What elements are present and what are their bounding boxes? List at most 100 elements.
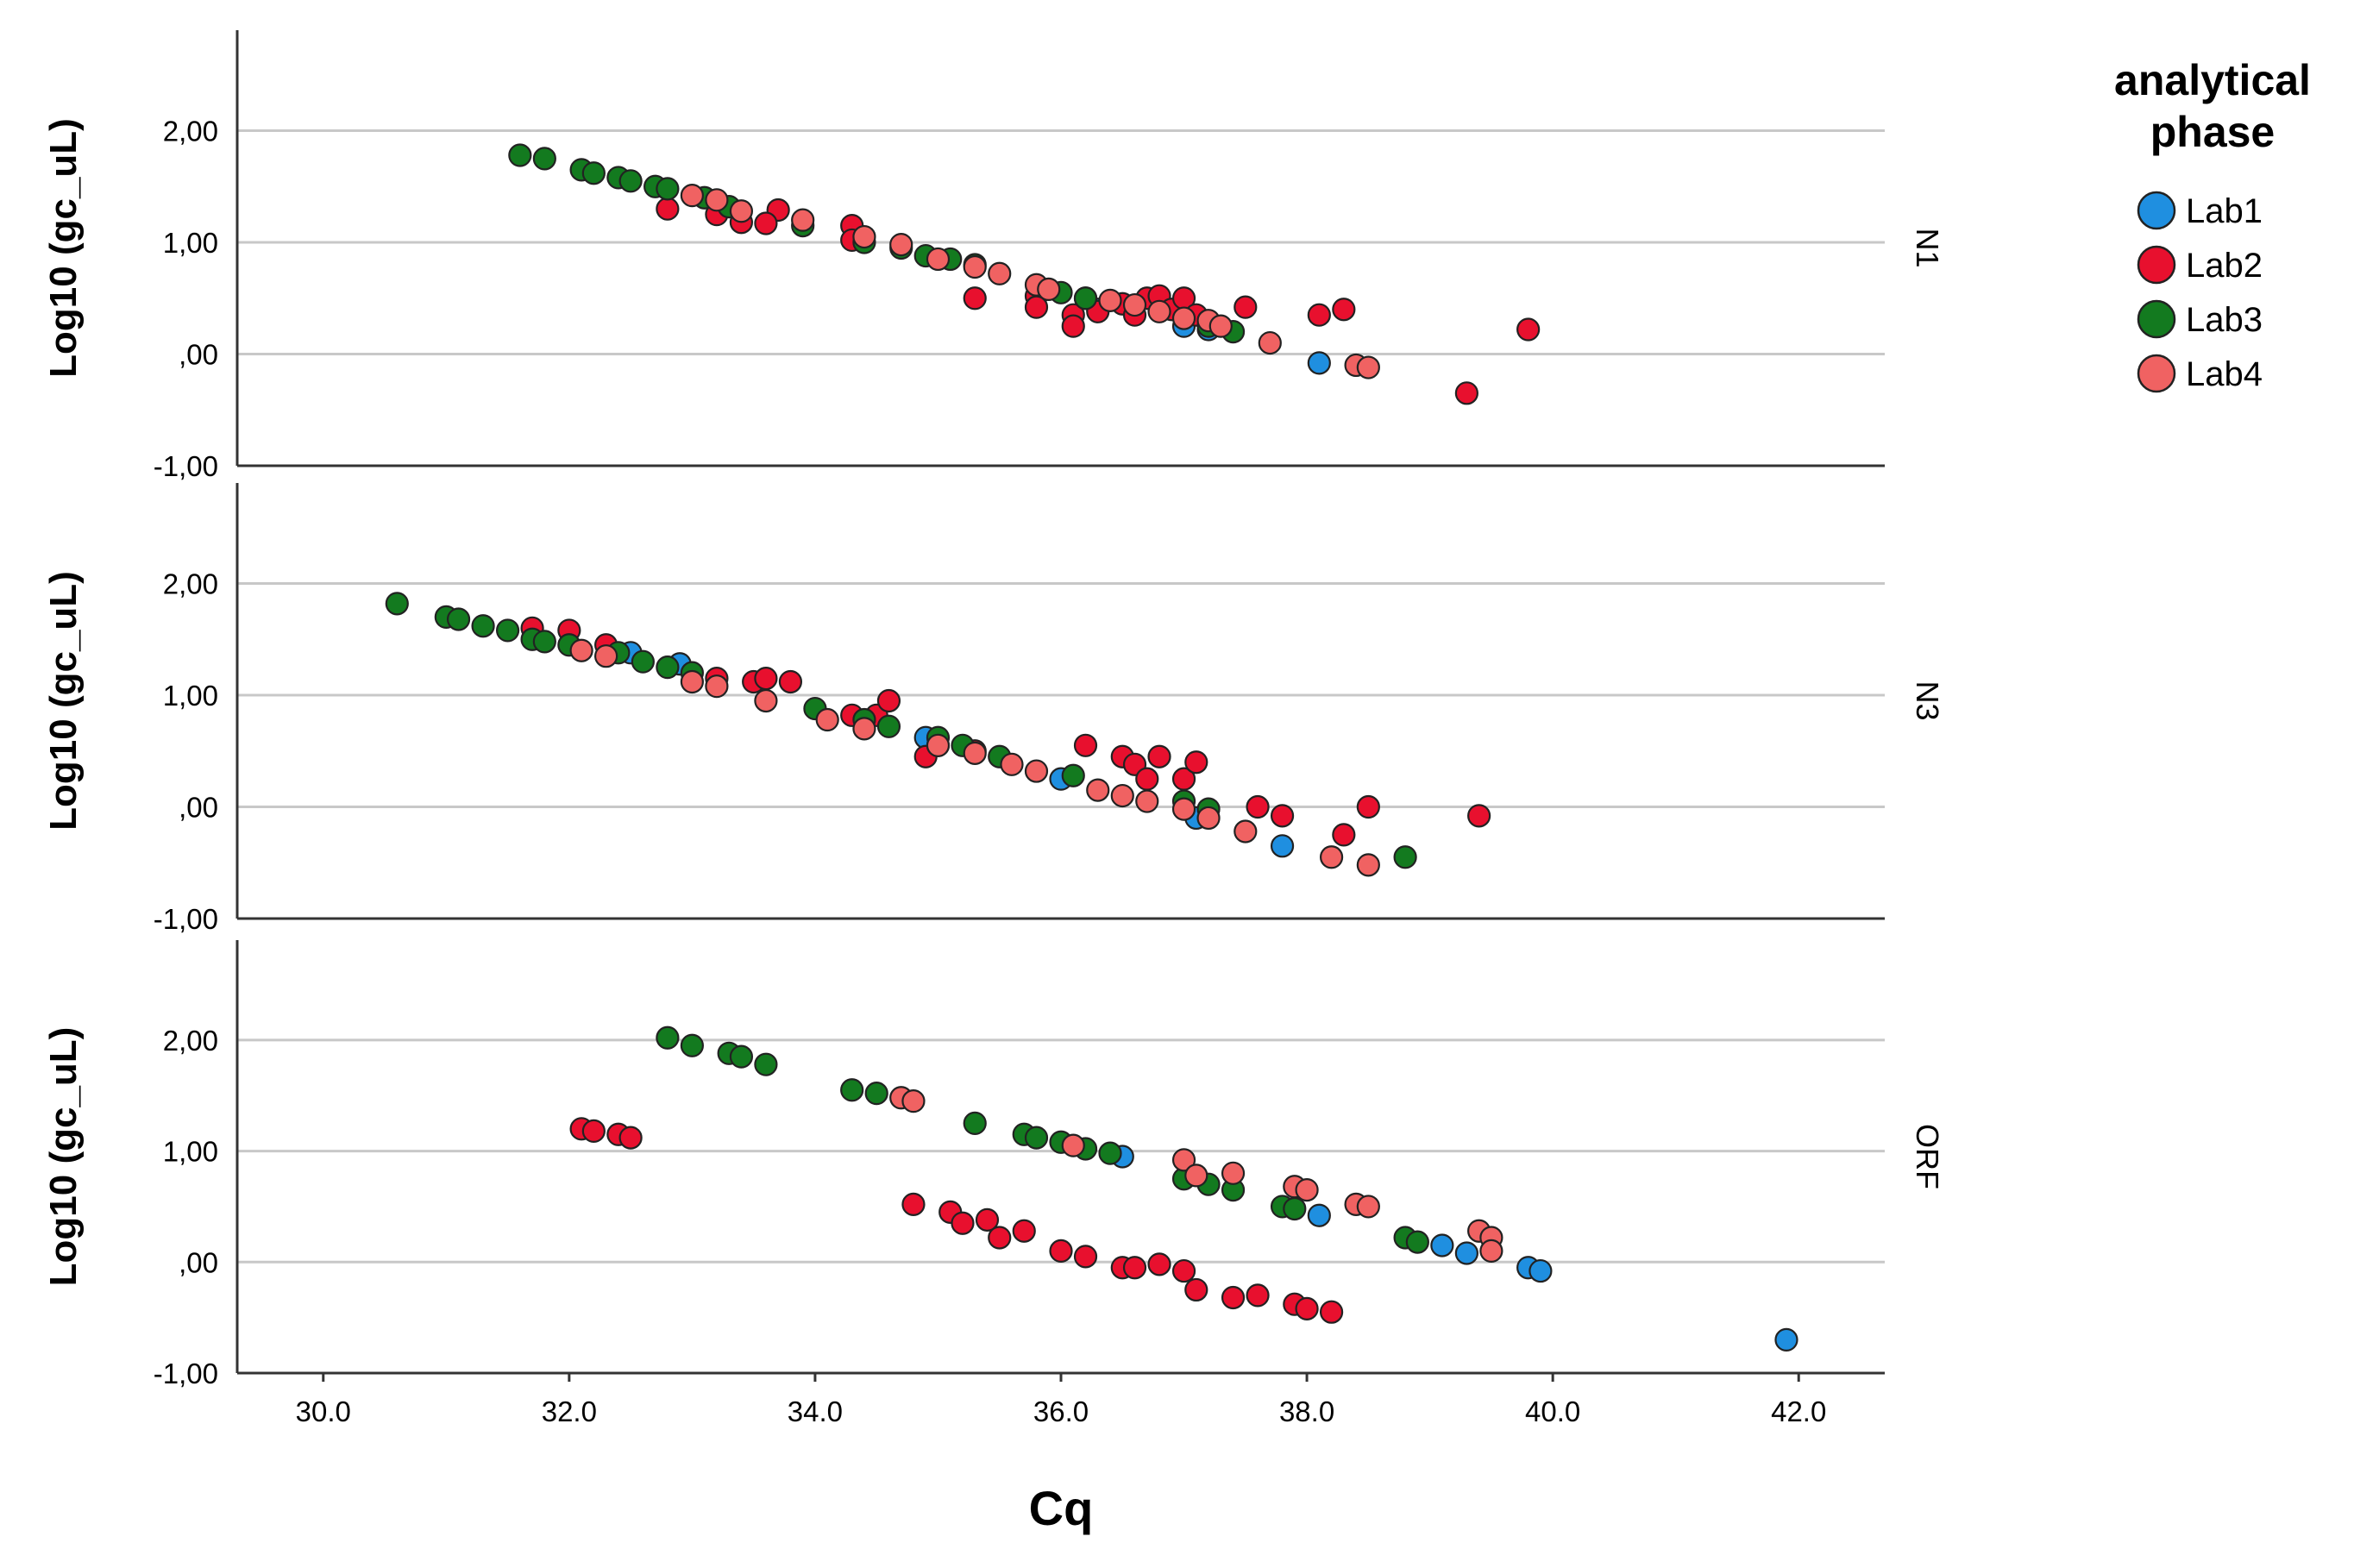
data-point-lab2 xyxy=(1467,804,1491,828)
data-point-lab2 xyxy=(1246,1283,1270,1308)
legend-label: Lab3 xyxy=(2186,301,2263,339)
data-point-lab2 xyxy=(1332,823,1356,847)
data-point-lab3 xyxy=(508,143,532,167)
legend-marker-lab1 xyxy=(2137,191,2176,230)
legend-title: analytical xyxy=(2114,56,2311,104)
data-point-lab1 xyxy=(1307,351,1331,375)
data-point-lab4 xyxy=(1024,759,1049,783)
legend-label: Lab1 xyxy=(2186,192,2263,230)
data-point-lab1 xyxy=(1270,834,1295,858)
data-point-lab3 xyxy=(680,1033,704,1057)
data-point-lab3 xyxy=(471,614,495,638)
y-tick-label: 2,00 xyxy=(163,116,218,147)
data-point-lab3 xyxy=(963,1111,987,1135)
data-point-lab1 xyxy=(1307,1203,1331,1227)
y-tick-label: 2,00 xyxy=(163,1025,218,1057)
legend-marker-lab2 xyxy=(2137,245,2176,285)
data-point-lab2 xyxy=(1073,1245,1098,1269)
data-point-lab3 xyxy=(656,177,680,201)
data-point-lab4 xyxy=(901,1089,926,1113)
data-point-lab3 xyxy=(532,147,556,171)
data-point-lab2 xyxy=(901,1192,926,1216)
data-point-lab4 xyxy=(791,208,815,232)
data-point-lab3 xyxy=(754,1052,778,1076)
data-point-lab2 xyxy=(1012,1219,1036,1243)
legend-label: Lab4 xyxy=(2186,355,2263,393)
data-point-lab2 xyxy=(876,688,901,713)
data-point-lab3 xyxy=(532,630,556,654)
data-point-lab3 xyxy=(581,161,606,185)
data-point-lab4 xyxy=(1037,277,1061,302)
data-point-lab4 xyxy=(1061,1133,1085,1157)
data-point-lab4 xyxy=(1098,288,1122,312)
data-point-lab1 xyxy=(1774,1327,1798,1352)
data-point-lab4 xyxy=(963,741,987,765)
data-point-lab3 xyxy=(1283,1196,1307,1221)
data-point-lab1 xyxy=(1430,1233,1454,1258)
panel-n3: 2,00 1,00 ,00 -1,00 Log10 (gc_uL) N3 xyxy=(42,483,1945,935)
x-tick-label: 38.0 xyxy=(1279,1396,1334,1427)
data-point-lab4 xyxy=(889,233,913,257)
data-point-lab4 xyxy=(1171,1148,1196,1172)
legend-label: Lab2 xyxy=(2186,247,2263,285)
data-point-lab2 xyxy=(754,211,778,235)
x-tick-label: 32.0 xyxy=(542,1396,597,1427)
y-tick-label: 1,00 xyxy=(163,227,218,259)
data-point-lab4 xyxy=(705,188,729,212)
data-point-lab2 xyxy=(1295,1296,1319,1320)
data-point-lab4 xyxy=(754,688,778,713)
data-point-lab2 xyxy=(951,1211,975,1235)
data-point-lab3 xyxy=(864,1082,888,1106)
data-point-lab3 xyxy=(1024,1126,1049,1150)
data-point-lab4 xyxy=(1086,778,1110,802)
data-point-lab2 xyxy=(656,197,680,221)
data-point-lab2 xyxy=(1356,794,1380,819)
y-axis-label: Log10 (gc_uL) xyxy=(42,1027,85,1287)
data-point-lab2 xyxy=(1122,1256,1147,1280)
data-point-lab4 xyxy=(1000,752,1024,776)
data-point-lab3 xyxy=(631,649,655,674)
data-point-lab4 xyxy=(1135,789,1159,813)
data-point-lab2 xyxy=(1233,295,1258,319)
data-point-lab2 xyxy=(1307,303,1331,327)
data-point-lab4 xyxy=(852,224,876,249)
y-tick-label: 2,00 xyxy=(163,568,218,600)
data-point-lab2 xyxy=(1073,733,1098,757)
data-point-lab4 xyxy=(852,717,876,741)
facet-label: N3 xyxy=(1910,681,1945,720)
data-point-lab2 xyxy=(1135,767,1159,791)
data-point-lab1 xyxy=(1454,1241,1478,1265)
data-point-lab2 xyxy=(988,1226,1012,1250)
x-axis-label: Cq xyxy=(1029,1481,1094,1535)
data-point-lab3 xyxy=(1061,763,1085,787)
data-point-lab3 xyxy=(840,1078,864,1102)
y-tick-label: ,00 xyxy=(179,339,218,371)
data-point-lab4 xyxy=(680,184,704,208)
data-point-lab2 xyxy=(1147,744,1171,768)
x-tick-label: 36.0 xyxy=(1033,1396,1089,1427)
y-axis-label: Log10 (gc_uL) xyxy=(42,571,85,831)
x-tick-label: 40.0 xyxy=(1525,1396,1580,1427)
data-point-lab3 xyxy=(385,592,409,616)
x-tick-label: 34.0 xyxy=(788,1396,843,1427)
data-point-lab4 xyxy=(1171,306,1196,330)
data-point-lab4 xyxy=(1196,806,1221,831)
panel-n1: 2,00 1,00 ,00 -1,00 Log10 (gc_uL) N1 xyxy=(42,30,1945,482)
data-point-lab2 xyxy=(778,669,803,694)
x-tick-label: 42.0 xyxy=(1771,1396,1826,1427)
data-point-lab4 xyxy=(594,644,618,668)
y-tick-label: 1,00 xyxy=(163,680,218,712)
data-point-lab4 xyxy=(569,638,593,662)
facet-label: ORF xyxy=(1910,1124,1945,1189)
legend-title: phase xyxy=(2150,108,2276,156)
data-point-lab4 xyxy=(1356,853,1380,877)
data-point-lab4 xyxy=(1356,355,1380,379)
data-point-lab3 xyxy=(729,1044,754,1069)
data-point-lab3 xyxy=(1393,845,1417,869)
y-tick-label: 1,00 xyxy=(163,1136,218,1168)
data-point-lab2 xyxy=(1516,317,1541,342)
data-point-lab4 xyxy=(926,247,951,272)
data-point-lab4 xyxy=(963,254,987,279)
